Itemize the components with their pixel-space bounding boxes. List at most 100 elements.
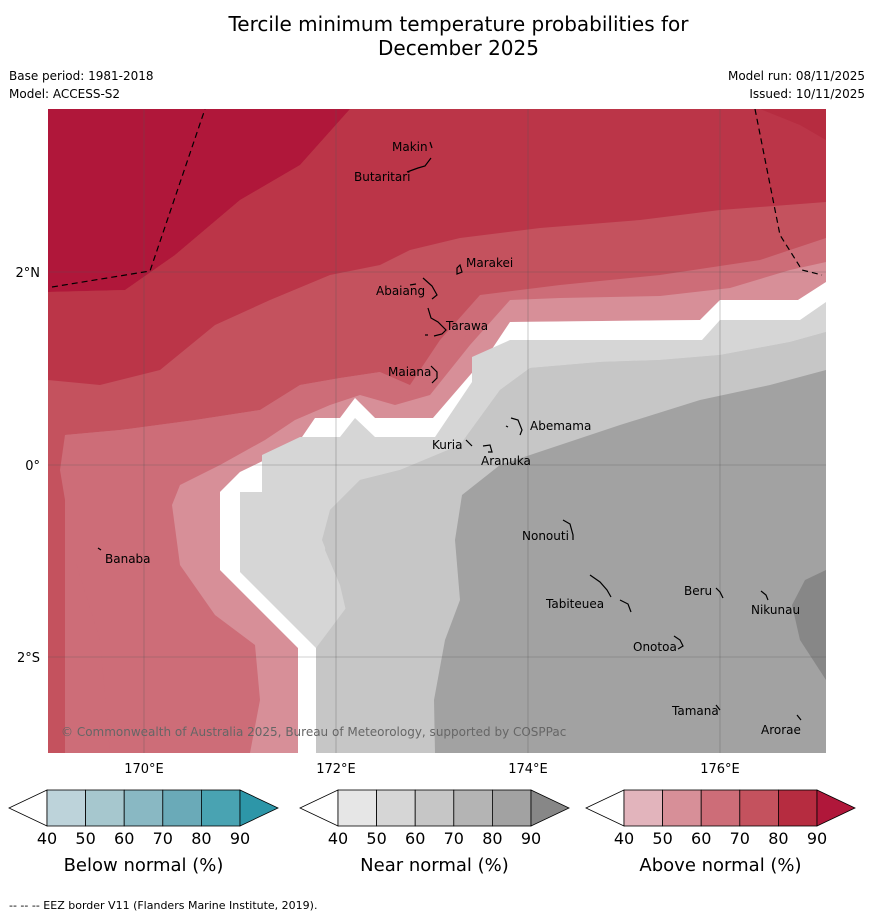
label-tabiteuea: Tabiteuea xyxy=(545,597,604,611)
eez-borders xyxy=(51,109,823,288)
legend-1-swatch-5 xyxy=(200,789,241,827)
legend-1-tick-80: 80 xyxy=(191,829,211,848)
legend-1-arrow-high xyxy=(239,789,279,827)
legend-3-tick-80: 80 xyxy=(768,829,788,848)
island-abemama-shape xyxy=(510,417,523,436)
legend-3-tick-50: 50 xyxy=(652,829,672,848)
eez-border-west xyxy=(51,109,206,288)
legend-2-tick-70: 70 xyxy=(444,829,464,848)
legend-2-swatch-1 xyxy=(337,789,377,827)
legend-1-tick-90: 90 xyxy=(230,829,250,848)
lat-tick-2s: 2°S xyxy=(17,651,40,666)
island-kuria-shape xyxy=(465,439,473,447)
legend-1-swatch-3 xyxy=(123,789,164,827)
eez-border-east xyxy=(754,109,823,276)
island-abaiang-shape xyxy=(422,277,438,300)
island-maiana-shape xyxy=(430,365,438,384)
island-nikunau-shape xyxy=(760,590,769,601)
label-abemama: Abemama xyxy=(530,419,591,433)
island-tamana-shape xyxy=(715,704,721,711)
legend-3-tick-40: 40 xyxy=(614,829,634,848)
island-banaba-shape xyxy=(97,547,102,551)
island-aranuka-shape xyxy=(482,444,493,453)
model-name: Model: ACCESS-S2 xyxy=(9,87,121,101)
legend-2-arrow-low xyxy=(299,789,339,827)
legend-2-swatch-3 xyxy=(414,789,455,827)
legend-1-label: Below normal (%) xyxy=(64,855,224,876)
label-onotoa: Onotoa xyxy=(633,640,677,654)
legend-1: 40 50 60 70 80 90 Below normal (%) xyxy=(8,789,279,876)
legend-1-tick-60: 60 xyxy=(114,829,134,848)
island-tabiteuea-south-shape xyxy=(619,599,632,613)
island-makin-shape xyxy=(429,141,433,149)
eez-footnote: -- -- -- EEZ border V11 (Flanders Marine… xyxy=(9,899,318,912)
legend-3-arrow-high xyxy=(816,789,856,827)
lat-tick-0: 0° xyxy=(25,459,40,474)
label-makin: Makin xyxy=(392,140,428,154)
label-arorae: Arorae xyxy=(761,723,801,737)
island-abemama-islet-shape xyxy=(505,425,509,428)
legend-3-tick-70: 70 xyxy=(730,829,750,848)
legend-1-arrow-low xyxy=(8,789,48,827)
lon-tick-172e: 172°E xyxy=(316,762,356,777)
legend-2-tick-80: 80 xyxy=(482,829,502,848)
legend-3-swatch-5 xyxy=(778,789,818,827)
legend-3: 40 50 60 70 80 90 Above normal (%) xyxy=(585,789,856,876)
label-nonouti: Nonouti xyxy=(522,529,569,543)
legend-2-tick-60: 60 xyxy=(405,829,425,848)
title-line-2: December 2025 xyxy=(378,36,539,60)
lat-tick-2n: 2°N xyxy=(16,266,41,281)
label-butaritari: Butaritari xyxy=(354,170,411,184)
map-title: Tercile minimum temperature probabilitie… xyxy=(0,12,873,60)
lon-tick-176e: 176°E xyxy=(700,762,740,777)
legend-2-arrow-high xyxy=(530,789,570,827)
island-abaiang-west-shape xyxy=(409,283,417,286)
lon-tick-labels: 170°E 172°E 174°E 176°E xyxy=(124,762,740,777)
legend-2-swatch-5 xyxy=(491,789,532,827)
legend-2-swatch-2 xyxy=(376,789,416,827)
legend-3-swatch-2 xyxy=(662,789,702,827)
island-nonouti-shape xyxy=(562,519,574,540)
legend-1-swatch-2 xyxy=(85,789,125,827)
legend-1-swatch-4 xyxy=(162,789,202,827)
region-near-90 xyxy=(792,570,826,680)
label-marakei: Marakei xyxy=(466,256,513,270)
island-onotoa-shape xyxy=(673,635,684,650)
label-kuria: Kuria xyxy=(432,438,463,452)
legend-3-swatch-4 xyxy=(739,789,779,827)
legend-1-tick-40: 40 xyxy=(37,829,57,848)
legend-2-tick-40: 40 xyxy=(328,829,348,848)
legend-3-swatch-3 xyxy=(700,789,741,827)
meta-left: Base period: 1981-2018 Model: ACCESS-S2 xyxy=(9,67,154,103)
label-beru: Beru xyxy=(684,584,712,598)
probability-map: Makin Butaritari Marakei Abaiang Tarawa … xyxy=(48,109,826,753)
legend-3-swatch-1 xyxy=(623,789,663,827)
label-tarawa: Tarawa xyxy=(445,319,488,333)
issued-date: Issued: 10/11/2025 xyxy=(749,87,865,101)
island-marakei-shape xyxy=(456,263,463,275)
label-tamana: Tamana xyxy=(671,704,719,718)
islands xyxy=(97,141,802,721)
label-aranuka: Aranuka xyxy=(481,454,531,468)
legend-3-tick-60: 60 xyxy=(691,829,711,848)
copyright-notice: © Commonwealth of Australia 2025, Bureau… xyxy=(61,725,566,739)
model-run: Model run: 08/11/2025 xyxy=(727,69,865,83)
legend-3-tick-90: 90 xyxy=(807,829,827,848)
legend-2: 40 50 60 70 80 90 Near normal (%) xyxy=(299,789,570,876)
island-arorae-shape xyxy=(796,714,802,721)
label-maiana: Maiana xyxy=(388,365,431,379)
gridlines xyxy=(48,109,826,753)
legend-3-label: Above normal (%) xyxy=(639,855,801,876)
lon-tick-170e: 170°E xyxy=(124,762,164,777)
title-line-1: Tercile minimum temperature probabilitie… xyxy=(228,12,689,36)
label-banaba: Banaba xyxy=(105,552,151,566)
legend-2-tick-90: 90 xyxy=(521,829,541,848)
island-tabiteuea-north-shape xyxy=(589,574,612,598)
legend-2-swatch-4 xyxy=(453,789,493,827)
legend-1-tick-50: 50 xyxy=(75,829,95,848)
label-nikunau: Nikunau xyxy=(751,603,800,617)
island-tarawa-shape xyxy=(427,307,447,337)
lon-tick-174e: 174°E xyxy=(508,762,548,777)
legend-2-label: Near normal (%) xyxy=(360,855,509,876)
